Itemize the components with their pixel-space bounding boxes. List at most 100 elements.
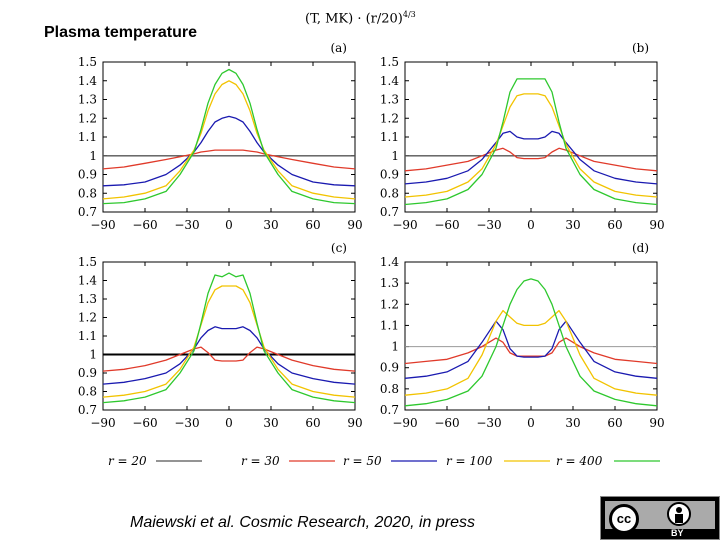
person-head <box>676 507 682 513</box>
y-tick-label: 1.2 <box>78 111 97 125</box>
plot-frame <box>102 261 356 411</box>
y-tick-label: 0.8 <box>78 186 97 200</box>
x-tick-label: 90 <box>347 218 362 232</box>
y-tick-label: 1.1 <box>380 130 399 144</box>
x-tick-label: −30 <box>476 416 501 430</box>
legend-label: r = 30 <box>241 454 280 468</box>
y-tick-label: 0.8 <box>78 385 97 399</box>
series-line <box>404 309 658 396</box>
figure-formula: (T, MK) · (r/20)4/3 <box>305 10 416 26</box>
formula-exponent: 4/3 <box>402 10 416 19</box>
y-tick-label: 1.4 <box>78 74 97 88</box>
slide-title: Plasma temperature <box>44 24 197 41</box>
y-tick-label: 1.2 <box>380 111 399 125</box>
legend: r = 20 r = 30 r = 50 r = 100 r = 400 <box>108 454 660 468</box>
cc-by-license-badge: cc BY <box>600 496 720 540</box>
panel-b: 0.7 0.8 0.9 1 1.1 1.2 1.3 1.4 1.5 −90 −60 −30 0 30 60 9… <box>380 41 665 232</box>
y-tick-label: 1.3 <box>380 276 399 290</box>
x-tick-label: −60 <box>434 218 459 232</box>
y-tick-label: 1.4 <box>380 255 399 269</box>
y-tick-label: 0.7 <box>78 403 97 417</box>
x-tick-label: −60 <box>132 416 157 430</box>
y-tick-label: 0.7 <box>380 205 399 219</box>
y-tick-label: 1.1 <box>78 329 97 343</box>
y-tick-label: 0.8 <box>380 186 399 200</box>
x-tick-label: −90 <box>90 416 115 430</box>
y-tick-label: 0.9 <box>78 366 97 380</box>
y-tick-label: 1.2 <box>78 311 97 325</box>
series-line <box>102 68 356 205</box>
y-tick-label: 0.7 <box>78 205 97 219</box>
x-tick-label: 90 <box>347 416 362 430</box>
y-tick-label: 1.5 <box>78 55 97 69</box>
y-tick-label: 1.4 <box>380 74 399 88</box>
series-line <box>404 278 658 407</box>
series-line <box>404 130 658 185</box>
x-tick-label: 0 <box>225 218 233 232</box>
panel-c: 0.7 0.8 0.9 1 1.1 1.2 1.3 1.4 1.5 −90 −60 −30 0 30 60 9… <box>78 241 363 430</box>
y-tick-label: 1.3 <box>78 93 97 107</box>
x-tick-label: 60 <box>305 416 320 430</box>
x-tick-label: 90 <box>649 218 664 232</box>
series-line <box>404 147 658 172</box>
x-tick-label: −90 <box>90 218 115 232</box>
y-tick-label: 1.3 <box>78 292 97 306</box>
panel-label: (c) <box>331 241 347 255</box>
y-tick-label: 1.4 <box>78 274 97 288</box>
x-tick-label: 30 <box>263 218 278 232</box>
x-tick-label: 0 <box>527 416 535 430</box>
x-tick-label: 60 <box>305 218 320 232</box>
series-line <box>102 326 356 385</box>
y-tick-label: 0.9 <box>380 361 399 375</box>
y-tick-label: 1 <box>391 149 399 163</box>
series-line <box>404 337 658 365</box>
x-tick-label: 30 <box>565 218 580 232</box>
y-tick-label: 0.9 <box>380 168 399 182</box>
x-tick-label: −60 <box>132 218 157 232</box>
series-line <box>102 285 356 398</box>
legend-label: r = 100 <box>446 454 493 468</box>
x-tick-label: 60 <box>607 416 622 430</box>
x-tick-label: 0 <box>225 416 233 430</box>
y-tick-label: 0.9 <box>78 168 97 182</box>
formula-base: (T, MK) · (r/20) <box>305 11 403 27</box>
x-tick-label: 30 <box>565 416 580 430</box>
x-tick-label: 30 <box>263 416 278 430</box>
series-line <box>102 149 356 170</box>
x-tick-label: −30 <box>174 416 199 430</box>
x-tick-label: −90 <box>392 218 417 232</box>
x-tick-label: 0 <box>527 218 535 232</box>
by-label: BY <box>671 528 684 538</box>
series-line <box>102 272 356 404</box>
series-line <box>102 80 356 200</box>
plot-frame <box>404 261 658 411</box>
y-tick-label: 0.7 <box>380 403 399 417</box>
y-tick-label: 1.5 <box>78 255 97 269</box>
y-tick-label: 1.2 <box>380 297 399 311</box>
panel-a: 0.7 0.8 0.9 1 1.1 1.2 1.3 1.4 1.5 −90 −60 −30 0 30 60 9… <box>78 41 363 232</box>
panel-label: (d) <box>632 241 649 255</box>
panel-label: (a) <box>330 41 347 55</box>
series-line <box>404 93 658 198</box>
series-line <box>404 78 658 206</box>
y-tick-label: 1.1 <box>78 130 97 144</box>
person-body <box>675 514 683 523</box>
plot-frame <box>404 61 658 213</box>
y-tick-label: 1 <box>89 348 97 362</box>
cc-icon: cc <box>609 504 639 534</box>
y-tick-label: 1.3 <box>380 93 399 107</box>
y-tick-label: 0.8 <box>380 382 399 396</box>
x-tick-label: −60 <box>434 416 459 430</box>
y-tick-label: 1 <box>89 149 97 163</box>
y-tick-label: 1.1 <box>380 318 399 332</box>
y-tick-label: 1.5 <box>380 55 399 69</box>
attribution-person-icon <box>667 502 691 526</box>
citation: Maiewski et al. Cosmic Research, 2020, i… <box>130 514 476 531</box>
x-tick-label: −30 <box>174 218 199 232</box>
x-tick-label: −90 <box>392 416 417 430</box>
legend-label: r = 400 <box>556 454 603 468</box>
panel-d: 0.7 0.8 0.9 1 1.1 1.2 1.3 1.4 −90 −60 −30 0 30 60 90 (d… <box>380 241 665 430</box>
panel-label: (b) <box>632 41 649 55</box>
temperature-profile-figure: 0.7 0.8 0.9 1 1.1 1.2 1.3 1.4 1.5 −90 −60 −30 0 30 60 9… <box>78 41 665 468</box>
legend-label: r = 20 <box>108 454 147 468</box>
